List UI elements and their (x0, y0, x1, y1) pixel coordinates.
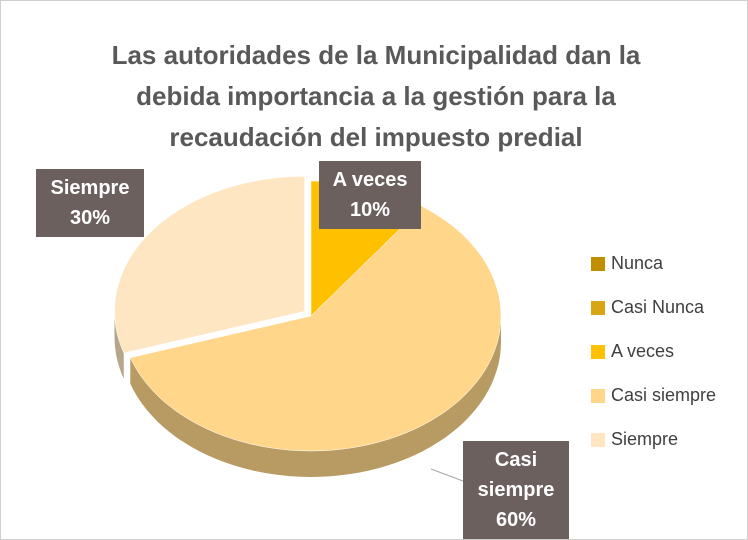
legend-label: Siempre (611, 429, 679, 449)
legend-label: A veces (611, 341, 675, 361)
legend-label: Casi Nunca (611, 297, 705, 317)
leader-line (430, 468, 464, 482)
legend-swatch (591, 344, 605, 359)
legend-swatch (591, 388, 605, 403)
legend-label: Nunca (611, 253, 664, 273)
legend-swatch (591, 432, 605, 447)
data-label: Siempre 30% (36, 169, 144, 237)
legend-item: Siempre (591, 429, 678, 450)
legend-label: Casi siempre (611, 385, 717, 405)
legend-item: Nunca (591, 253, 663, 274)
legend-item: A veces (591, 341, 674, 362)
pie-slice (114, 176, 305, 354)
label-value: 60% (495, 509, 537, 531)
label-category: Casi siempre (477, 449, 555, 501)
legend-swatch (591, 300, 605, 315)
label-value: 30% (69, 207, 111, 229)
legend-swatch (591, 256, 605, 271)
label-category: A veces (332, 169, 408, 191)
chart-title: Las autoridades de la Municipalidad dan … (111, 40, 641, 152)
legend-item: Casi siempre (591, 385, 716, 406)
pie-side (130, 316, 502, 477)
pie-slice (129, 206, 502, 452)
label-category: Siempre (50, 177, 130, 199)
data-label: Casi siempre 60% (463, 441, 569, 539)
label-value: 10% (349, 199, 391, 221)
pie-side (114, 311, 124, 379)
legend-item: Casi Nunca (591, 297, 704, 318)
data-label: A veces 10% (319, 161, 421, 229)
